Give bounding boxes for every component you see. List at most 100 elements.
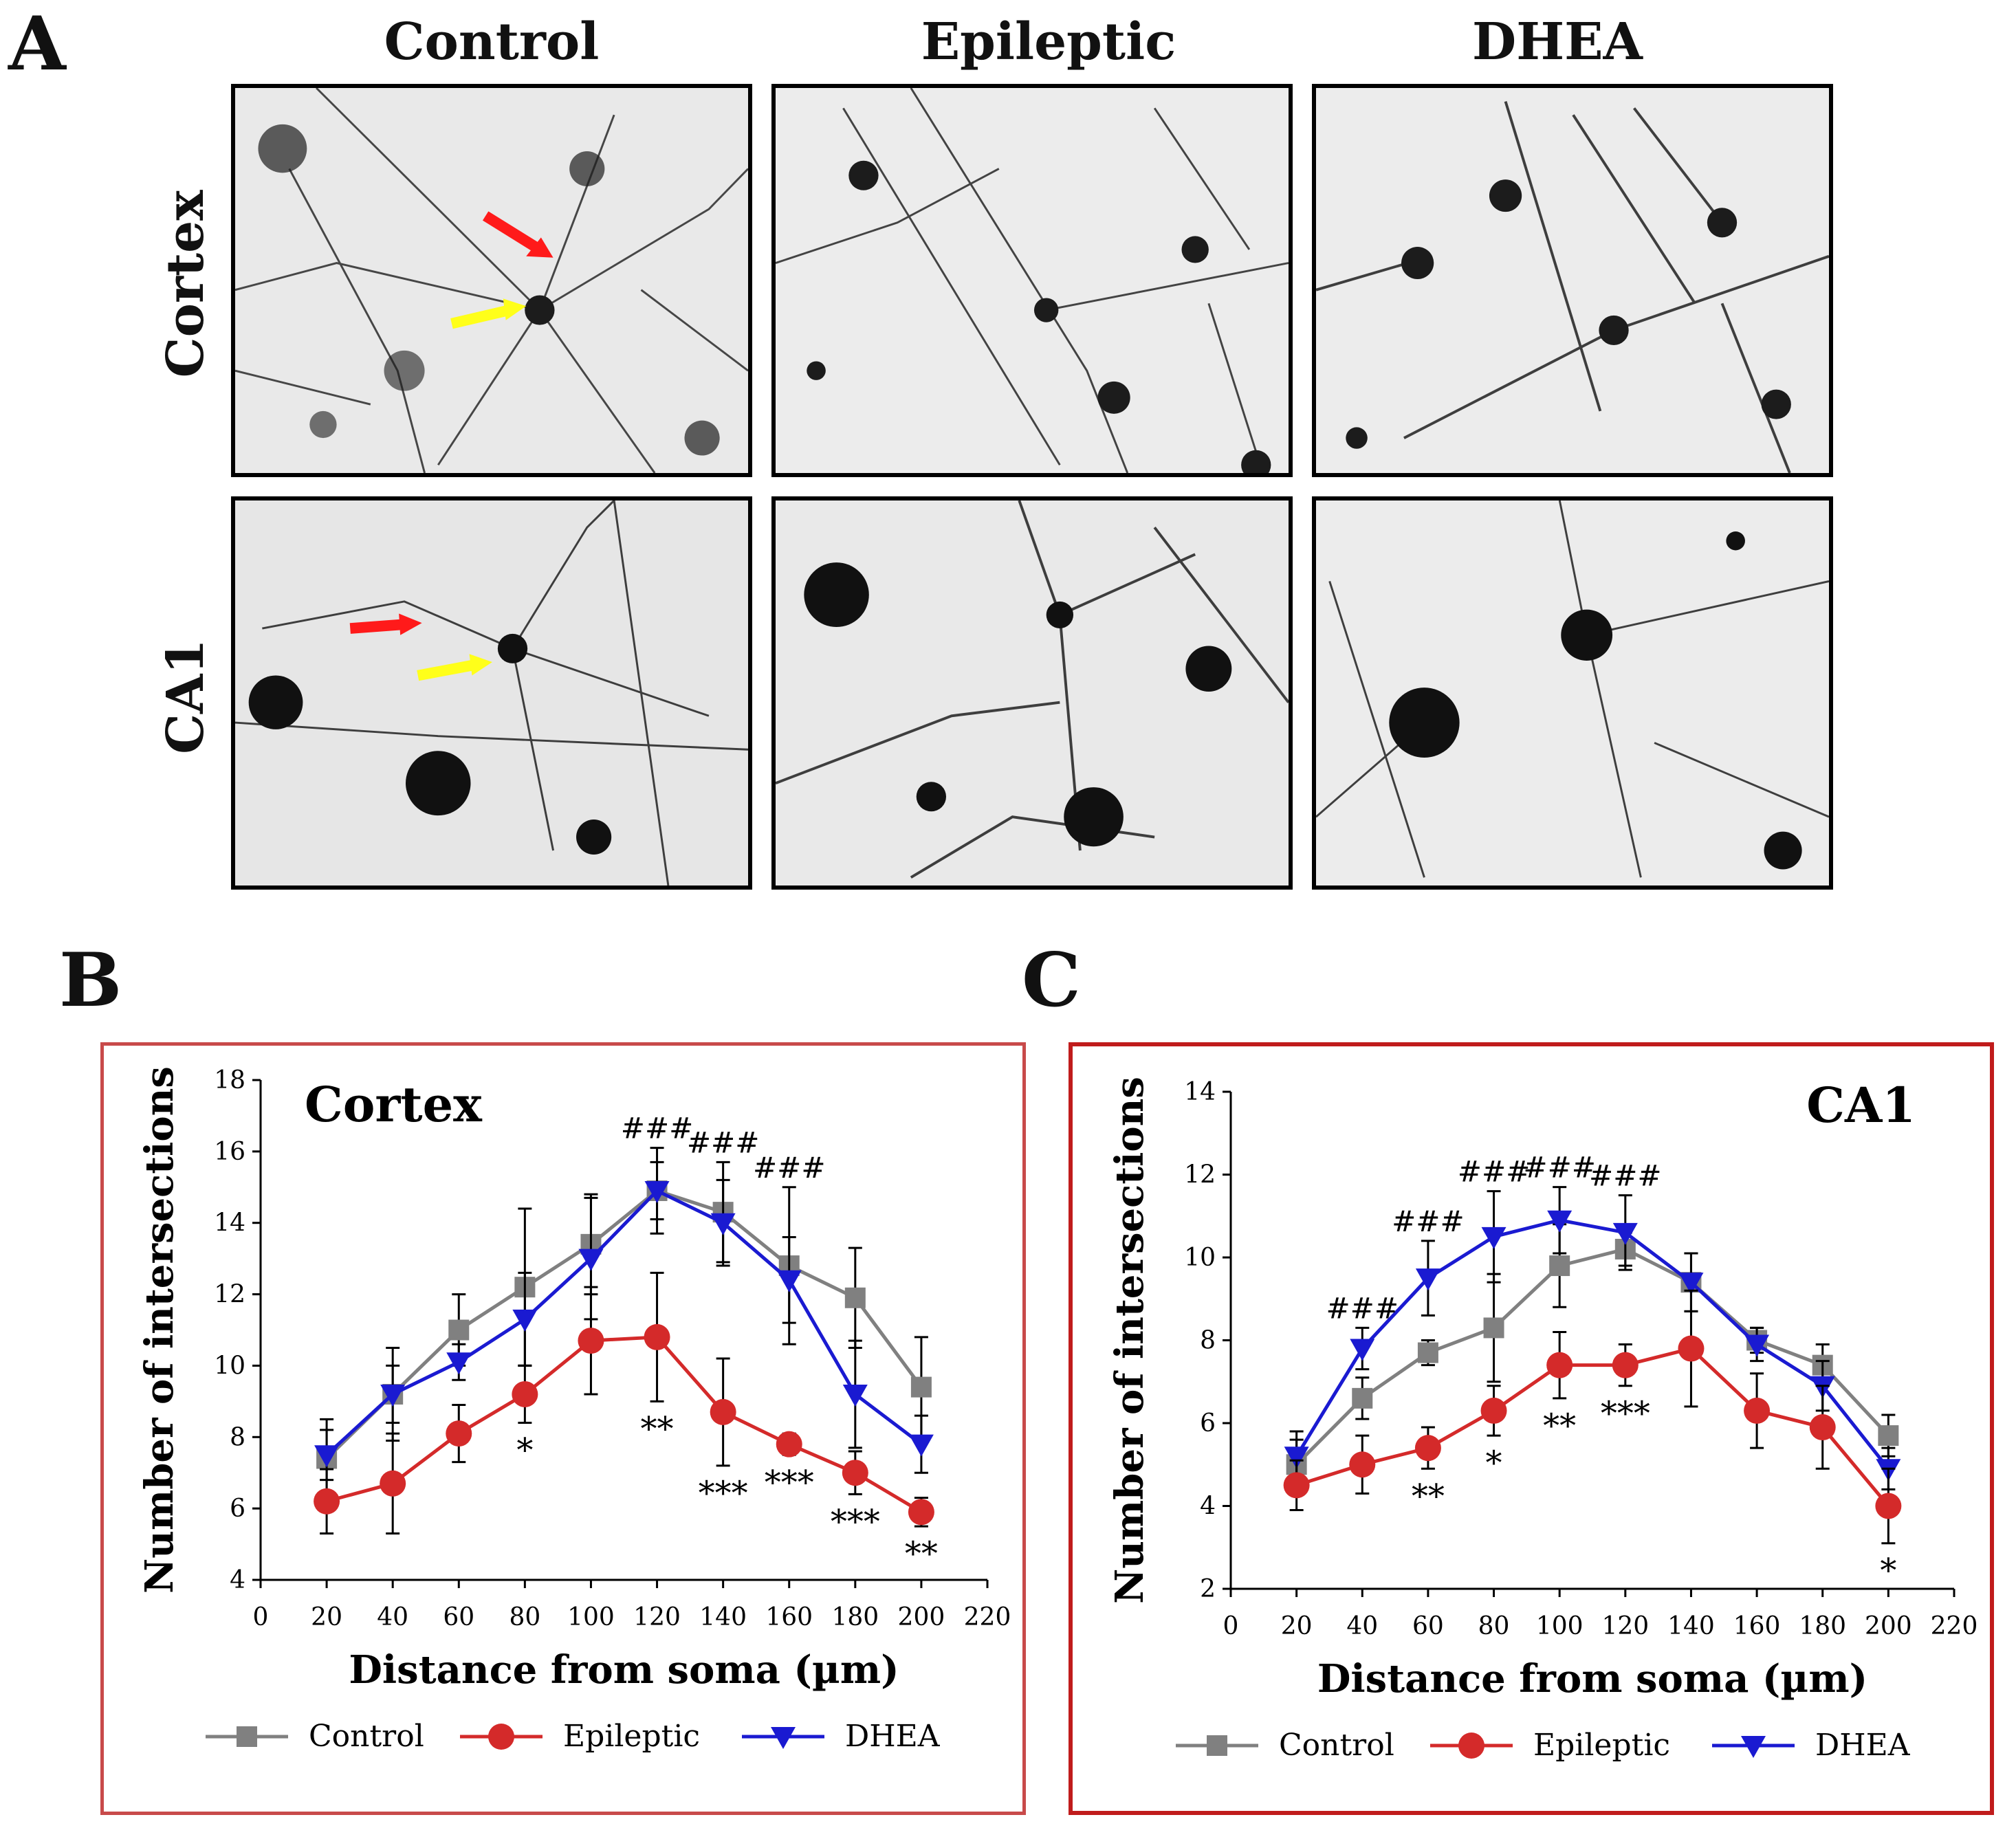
x-tick-label: 100: [567, 1603, 615, 1631]
x-axis-label: Distance from soma (µm): [1317, 1656, 1867, 1702]
arrow-soma-cortex: [450, 298, 527, 329]
series-line: [1295, 1247, 1890, 1466]
data-point: [314, 1488, 340, 1515]
data-point: [908, 1434, 934, 1457]
x-tick-label: 0: [253, 1603, 269, 1631]
legend-label: Control: [309, 1719, 424, 1754]
significance-marker: ***: [765, 1463, 814, 1502]
series-line: [325, 1188, 923, 1457]
x-tick-label: 60: [443, 1603, 474, 1631]
row-title-cortex: Cortex: [156, 190, 215, 378]
legend-item-control: Control: [1176, 1728, 1394, 1763]
x-tick-label: 100: [1536, 1612, 1584, 1640]
legend-marker: [237, 1726, 257, 1747]
y-tick-label: 14: [1184, 1078, 1216, 1106]
y-tick-label: 18: [214, 1066, 245, 1094]
x-axis-label: Distance from soma (µm): [349, 1647, 899, 1693]
chart-ca1-frame: 2 4 6 8 10 12 14 0 20 40 60 80 100 120 140 160 180 200 220…: [1069, 1042, 1994, 1815]
series-control: [1286, 1223, 1899, 1490]
significance-marker: ###: [753, 1151, 826, 1185]
series-epileptic: [1283, 1289, 1902, 1545]
data-point: [844, 1287, 866, 1308]
x-tick-label: 80: [1478, 1612, 1510, 1640]
y-tick-label: 4: [230, 1566, 245, 1594]
data-point: [446, 1420, 472, 1447]
arrow-soma-ca1: [417, 654, 492, 681]
y-tick-label: 12: [1184, 1161, 1216, 1189]
data-point: [710, 1398, 736, 1425]
panel-a-label: A: [8, 1, 66, 87]
significance-marker: ***: [699, 1474, 748, 1512]
significance-marker: ###: [1458, 1155, 1531, 1189]
y-tick-label: 4: [1200, 1493, 1216, 1521]
legend-item-dhea: DHEA: [1712, 1728, 1911, 1763]
series-line: [325, 1189, 923, 1460]
data-point: [842, 1384, 868, 1407]
data-point: [1415, 1268, 1440, 1291]
significance-marker: ###: [687, 1125, 760, 1159]
significance-marker: **: [641, 1409, 674, 1448]
data-point: [1875, 1493, 1902, 1519]
data-point: [1612, 1222, 1638, 1245]
data-point: [644, 1180, 670, 1203]
y-tick-label: 10: [1184, 1244, 1216, 1272]
data-point: [380, 1384, 406, 1407]
data-point: [512, 1380, 538, 1407]
data-point: [776, 1431, 802, 1458]
data-point: [1878, 1425, 1899, 1446]
micrograph-cortex-control: [231, 84, 752, 477]
data-point: [1678, 1273, 1704, 1295]
x-tick-label: 20: [1281, 1612, 1313, 1640]
data-point: [910, 1376, 932, 1398]
data-point: [1480, 1397, 1507, 1424]
micrograph-ca1-dhea: [1312, 496, 1833, 890]
data-point: [1678, 1335, 1705, 1362]
x-tick-label: 120: [1601, 1612, 1649, 1640]
data-point: [1349, 1451, 1376, 1478]
significance-marker: ###: [1392, 1204, 1465, 1238]
y-tick-label: 6: [230, 1495, 245, 1523]
x-tick-label: 160: [1733, 1612, 1781, 1640]
arrow-dendrite-cortex: [482, 211, 554, 258]
data-point: [314, 1445, 340, 1468]
x-tick-label: 160: [765, 1603, 813, 1631]
significance-marker: ###: [1326, 1291, 1399, 1325]
legend-item-dhea: DHEA: [742, 1719, 941, 1754]
significance-marker: ###: [1523, 1151, 1596, 1185]
x-tick-label: 60: [1412, 1612, 1444, 1640]
data-point: [1481, 1226, 1506, 1249]
data-point: [578, 1328, 604, 1354]
series-line: [1295, 1346, 1890, 1508]
data-point: [1414, 1435, 1441, 1462]
column-title-dhea: DHEA: [1472, 12, 1643, 72]
micrograph-cortex-epileptic: [771, 84, 1293, 477]
data-point: [1549, 1255, 1570, 1277]
significance-marker: ###: [1589, 1159, 1662, 1193]
data-point: [1284, 1446, 1309, 1469]
x-tick-label: 200: [898, 1603, 945, 1631]
x-tick-label: 180: [831, 1603, 879, 1631]
x-tick-label: 180: [1799, 1612, 1846, 1640]
x-tick-label: 220: [1931, 1612, 1978, 1640]
data-point: [1417, 1342, 1438, 1363]
data-point: [1809, 1414, 1836, 1441]
arrow-dendrite-ca1: [349, 613, 422, 635]
legend-marker: [771, 1727, 796, 1749]
y-tick-label: 8: [230, 1423, 245, 1451]
y-axis-label: Number of intersections: [137, 1066, 182, 1594]
x-tick-label: 200: [1865, 1612, 1912, 1640]
series-dhea: [1284, 1186, 1901, 1490]
chart-title: Cortex: [305, 1076, 483, 1133]
x-tick-label: 80: [509, 1603, 540, 1631]
legend-label: Epileptic: [1533, 1728, 1670, 1763]
chart-cortex-frame: 4 6 8 10 12 14 16 18 0 20 40 60 80 100 120 140 160 180 200…: [100, 1042, 1026, 1815]
x-tick-label: 0: [1223, 1612, 1239, 1640]
y-axis-label: Number of intersections: [1107, 1077, 1152, 1604]
data-point: [512, 1309, 538, 1332]
data-point: [1547, 1210, 1573, 1233]
legend-item-epileptic: Epileptic: [460, 1719, 700, 1754]
significance-marker: *: [1486, 1444, 1502, 1482]
y-tick-label: 12: [214, 1281, 245, 1309]
